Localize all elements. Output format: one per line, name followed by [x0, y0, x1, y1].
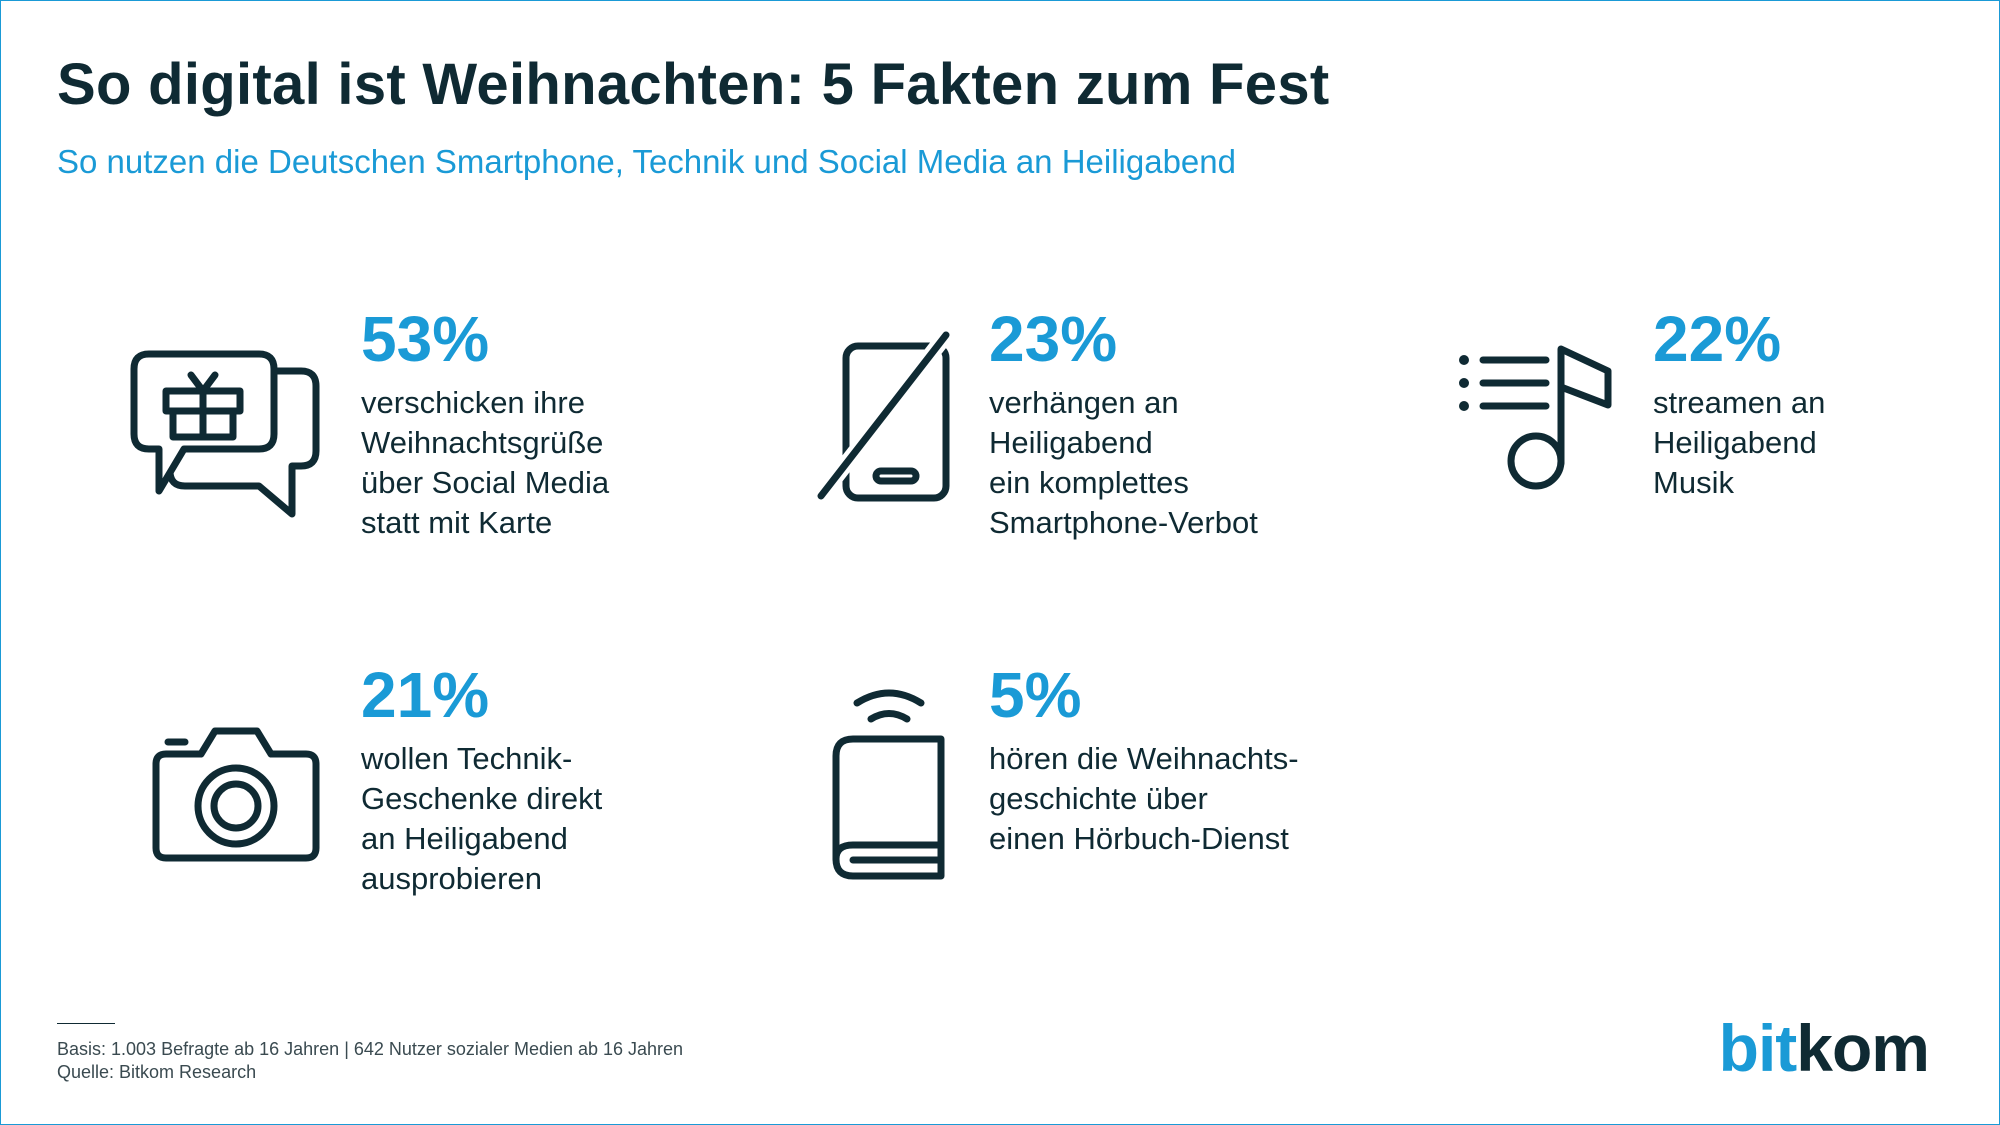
- desc-line: ausprobieren: [361, 861, 542, 896]
- fact-description: hören die Weihnachts- geschichte über ei…: [989, 739, 1299, 859]
- desc-line: Musik: [1653, 465, 1734, 500]
- desc-line: einen Hörbuch-Dienst: [989, 821, 1289, 856]
- logo-part-bit: bit: [1718, 1011, 1798, 1085]
- bitkom-logo: bitkom: [1719, 1015, 1930, 1081]
- fact-description: streamen an Heiligabend Musik: [1653, 383, 1825, 503]
- fact-description: verschicken ihre Weihnachtsgrüße über So…: [361, 383, 609, 543]
- desc-line: Geschenke direkt: [361, 781, 603, 816]
- page-title: So digital ist Weihnachten: 5 Fakten zum…: [57, 52, 1330, 117]
- audiobook-icon: [829, 673, 949, 883]
- desc-line: hören die Weihnachts-: [989, 741, 1299, 776]
- footer-divider: [57, 1023, 115, 1024]
- footer-source: Quelle: Bitkom Research: [57, 1062, 257, 1082]
- music-playlist-icon: [1456, 343, 1616, 493]
- percent-value: 22%: [1653, 303, 1782, 375]
- desc-line: Weihnachtsgrüße: [361, 425, 604, 460]
- desc-line: streamen an: [1653, 385, 1826, 420]
- footer-basis: Basis: 1.003 Befragte ab 16 Jahren | 642…: [57, 1039, 684, 1059]
- desc-line: Heiligabend: [1653, 425, 1817, 460]
- gift-chat-icon: [129, 349, 324, 519]
- desc-line: verhängen an: [989, 385, 1179, 420]
- desc-line: ein komplettes: [989, 465, 1189, 500]
- desc-line: Smartphone-Verbot: [989, 505, 1258, 540]
- desc-line: wollen Technik-: [361, 741, 573, 776]
- desc-line: Heiligabend: [989, 425, 1153, 460]
- logo-part-kom: kom: [1796, 1011, 1930, 1085]
- percent-value: 21%: [361, 659, 490, 731]
- page-subtitle: So nutzen die Deutschen Smartphone, Tech…: [57, 143, 1236, 180]
- desc-line: über Social Media: [361, 465, 610, 500]
- no-smartphone-icon: [813, 327, 956, 504]
- fact-description: verhängen an Heiligabend ein komplettes …: [989, 383, 1258, 543]
- desc-line: statt mit Karte: [361, 505, 553, 540]
- percent-value: 53%: [361, 303, 490, 375]
- fact-description: wollen Technik- Geschenke direkt an Heil…: [361, 739, 602, 899]
- desc-line: verschicken ihre: [361, 385, 585, 420]
- percent-value: 5%: [989, 659, 1082, 731]
- percent-value: 23%: [989, 303, 1118, 375]
- desc-line: an Heiligabend: [361, 821, 568, 856]
- desc-line: geschichte über: [989, 781, 1208, 816]
- camera-icon: [151, 726, 321, 862]
